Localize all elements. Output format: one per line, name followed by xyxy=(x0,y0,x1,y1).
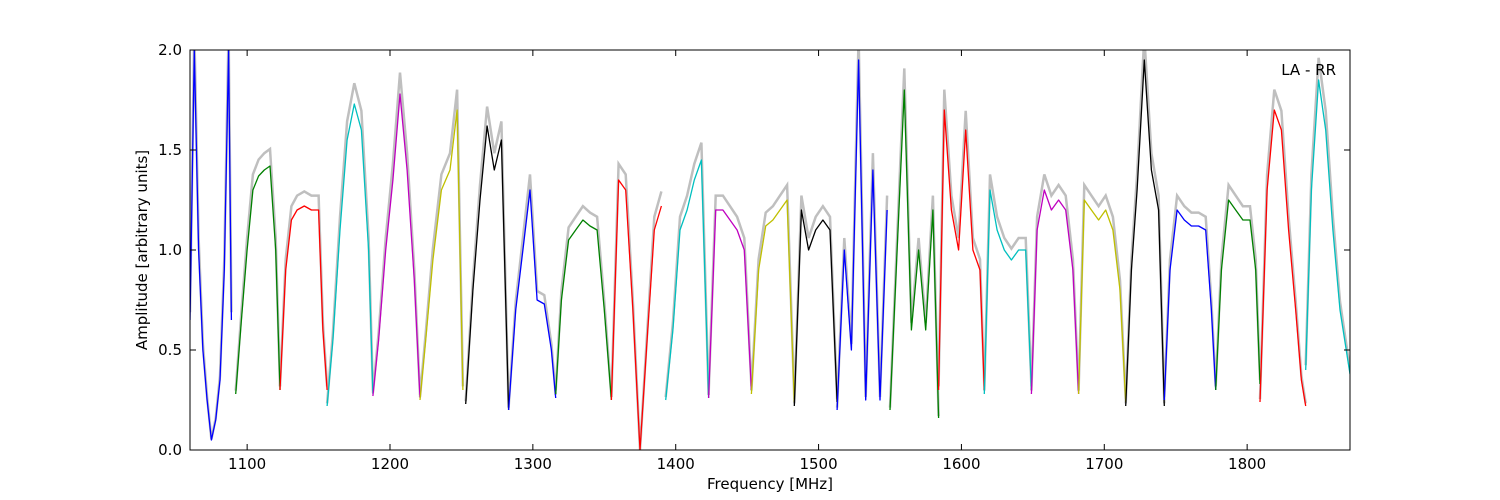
background-series-13 xyxy=(793,195,839,404)
x-tick-label-5: 1600 xyxy=(942,455,980,473)
series-line-24 xyxy=(1305,79,1350,375)
series-line-16 xyxy=(937,109,985,391)
background-series-6 xyxy=(464,106,510,408)
x-axis: 1100 1200 1300 1400 1500 1600 1700 1800 xyxy=(228,50,1266,473)
x-tick-label-0: 1100 xyxy=(228,455,266,473)
x-tick-label-7: 1800 xyxy=(1228,455,1266,473)
x-tick-label-6: 1700 xyxy=(1085,455,1123,473)
series-line-13 xyxy=(793,209,838,407)
series-line-5 xyxy=(419,109,464,401)
background-series-12 xyxy=(750,181,796,400)
series-line-19 xyxy=(1077,199,1127,403)
series-line-23 xyxy=(1259,109,1307,407)
series-line-6 xyxy=(465,125,510,411)
y-axis: 0.0 0.5 1.0 1.5 2.0 xyxy=(158,41,1350,459)
series-line-20 xyxy=(1125,59,1165,407)
y-tick-label-0: 0.0 xyxy=(158,441,182,459)
series-line-8 xyxy=(555,219,613,401)
x-tick-label-3: 1400 xyxy=(657,455,695,473)
background-series-11 xyxy=(707,194,753,395)
background-series-18 xyxy=(1030,174,1080,391)
x-tick-label-1: 1200 xyxy=(371,455,409,473)
background-series-21 xyxy=(1163,192,1217,398)
series-line-7 xyxy=(507,189,557,411)
y-tick-label-3: 1.5 xyxy=(158,141,182,159)
background-series-19 xyxy=(1077,181,1127,400)
series-group xyxy=(190,50,1350,450)
series-line-9 xyxy=(610,179,663,450)
series-line-22 xyxy=(1215,199,1261,391)
background-series-20 xyxy=(1124,50,1166,404)
x-tick-label-4: 1500 xyxy=(799,455,837,473)
series-line-14 xyxy=(836,59,888,411)
series-line-11 xyxy=(707,209,753,399)
series-line-15 xyxy=(889,89,940,419)
x-tick-label-2: 1300 xyxy=(514,455,552,473)
background-series-7 xyxy=(507,174,557,408)
series-line-2 xyxy=(279,205,328,391)
background-series-22 xyxy=(1214,181,1262,387)
y-tick-label-1: 0.5 xyxy=(158,341,182,359)
y-axis-label: Amplitude [arbitrary units] xyxy=(133,150,151,350)
series-line-17 xyxy=(983,189,1033,395)
series-line-10 xyxy=(665,159,710,401)
series-line-4 xyxy=(372,93,421,399)
series-line-21 xyxy=(1163,209,1217,401)
series-line-3 xyxy=(326,103,374,407)
plot-area xyxy=(189,49,1351,451)
x-axis-label: Frequency [MHz] xyxy=(707,475,833,493)
background-series-24 xyxy=(1304,57,1350,370)
background-series-1 xyxy=(234,146,282,391)
plot-annotation: LA - RR xyxy=(1281,61,1336,79)
series-line-12 xyxy=(750,199,795,403)
background-series-8 xyxy=(554,204,613,398)
series-line-1 xyxy=(235,165,281,395)
y-tick-label-4: 2.0 xyxy=(158,41,182,59)
background-series-17 xyxy=(983,174,1033,391)
background-series-16 xyxy=(937,89,986,387)
series-line-0 xyxy=(190,50,233,441)
series-line-18 xyxy=(1030,189,1080,395)
y-tick-label-2: 1.0 xyxy=(158,241,182,259)
